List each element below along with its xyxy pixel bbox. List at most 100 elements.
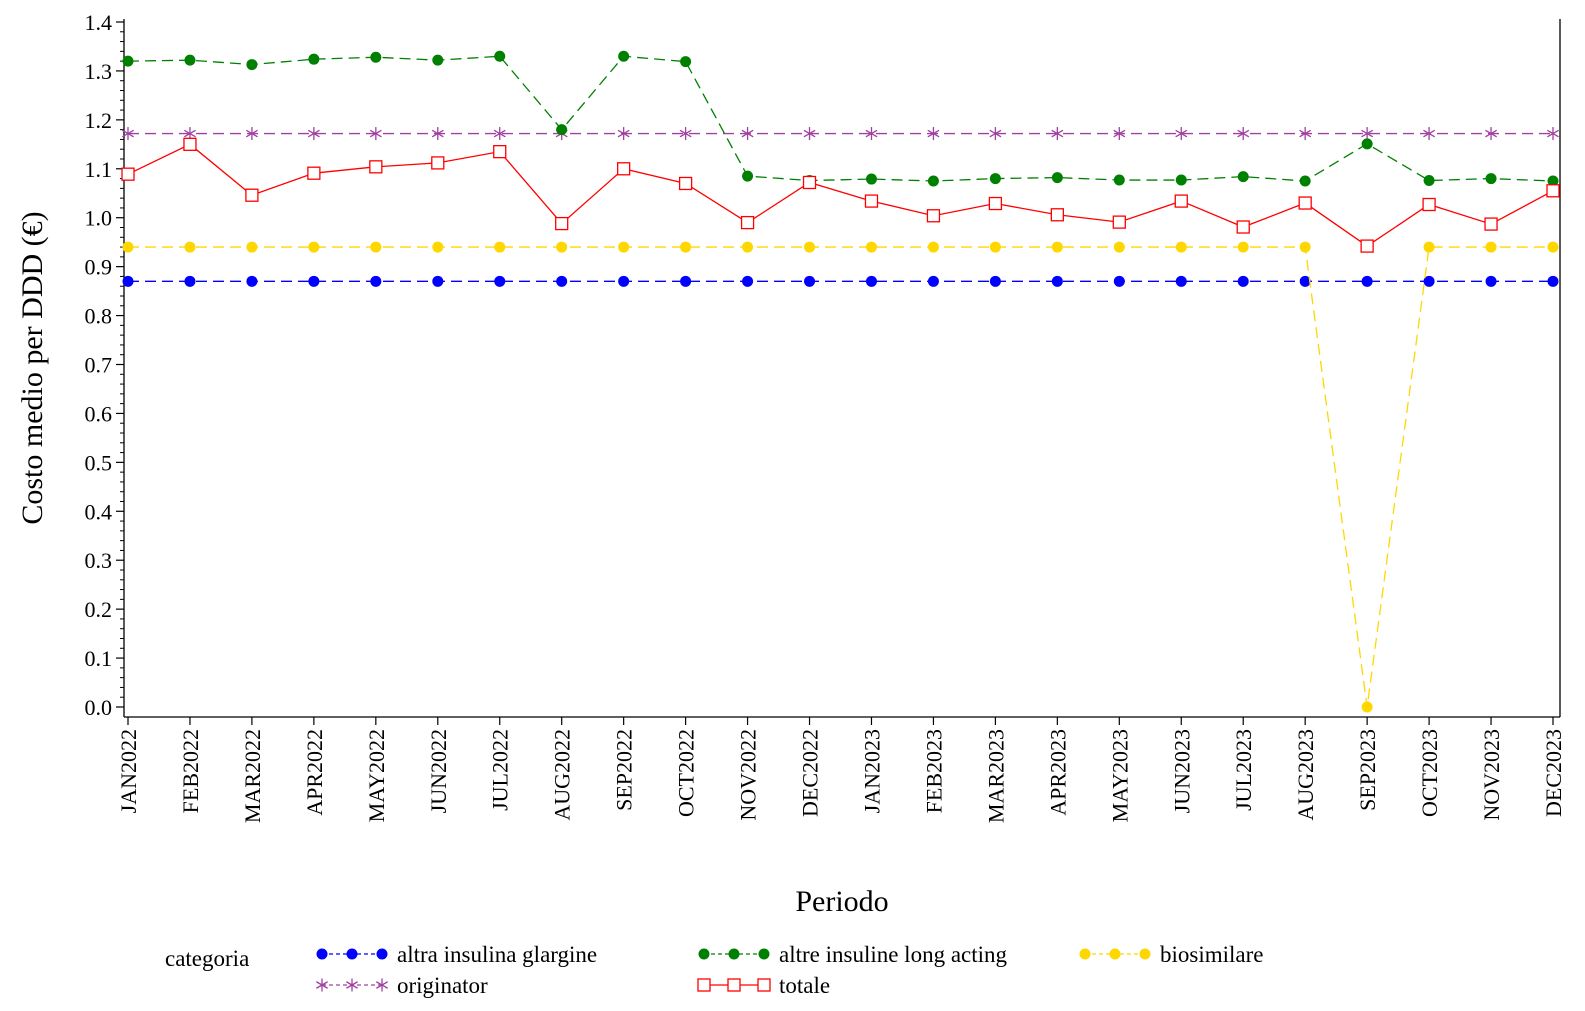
data-point (989, 127, 1002, 141)
series-line (127, 143, 1554, 247)
data-point (376, 978, 388, 992)
y-tick-label: 0.2 (85, 597, 113, 622)
data-point (1079, 948, 1091, 960)
data-point (680, 275, 692, 287)
data-point (1113, 174, 1125, 186)
data-point (1112, 215, 1126, 229)
data-point (742, 275, 754, 287)
x-tick-label: SEP2022 (612, 729, 637, 811)
legend-label: biosimilare (1160, 942, 1263, 967)
data-point (927, 127, 940, 141)
data-point (1236, 220, 1250, 234)
data-point (245, 127, 258, 141)
data-point (316, 948, 328, 960)
data-point (1547, 241, 1559, 253)
data-point (307, 166, 321, 180)
data-point (1485, 241, 1497, 253)
data-point (617, 127, 630, 141)
y-tick-label: 1.1 (85, 157, 113, 182)
data-point (1485, 275, 1497, 287)
x-tick-label: OCT2022 (674, 729, 699, 817)
legend-item: originator (316, 973, 488, 998)
data-point (1237, 127, 1250, 141)
y-axis-title: Costo medio per DDD (€) (16, 211, 49, 524)
series-line (128, 246, 1553, 708)
data-point (308, 53, 320, 65)
data-point (741, 127, 754, 141)
y-tick-label: 0.4 (85, 499, 113, 524)
data-point (1175, 174, 1187, 186)
data-point (122, 275, 134, 287)
y-axis: 0.0 0.1 0.2 0.3 0.4 0.5 0.6 0.7 0.8 0.9 1.0 1.1 1.2 1… (85, 10, 124, 720)
x-tick-label: NOV2023 (1479, 729, 1504, 821)
data-point (1299, 175, 1311, 187)
data-point (246, 275, 258, 287)
data-point (432, 54, 444, 66)
data-point (1174, 194, 1188, 208)
y-tick-label: 0.7 (85, 353, 113, 378)
legend-label: totale (779, 973, 830, 998)
legend-label: originator (397, 973, 488, 998)
x-tick-label: MAR2022 (240, 729, 265, 823)
data-point (1546, 184, 1560, 198)
data-point (1547, 127, 1559, 141)
data-point (308, 275, 320, 287)
y-tick-label: 0.0 (85, 695, 113, 720)
data-point (555, 216, 569, 231)
x-tick-label: MAY2022 (364, 729, 389, 822)
x-tick-label: APR2023 (1045, 729, 1070, 816)
data-point (989, 275, 1001, 287)
data-point (727, 978, 741, 992)
legend-item: totale (697, 973, 830, 998)
data-point (183, 137, 197, 151)
data-point (346, 978, 358, 992)
data-point (804, 275, 816, 287)
y-tick-label: 0.3 (85, 548, 113, 573)
data-point (1139, 948, 1151, 960)
data-point (370, 275, 382, 287)
data-point (1237, 275, 1249, 287)
series-originator (122, 127, 1559, 141)
data-point (376, 948, 388, 960)
data-point (679, 127, 692, 141)
data-point (369, 127, 382, 141)
x-tick-label: AUG2023 (1293, 729, 1318, 821)
series-totale (121, 137, 1560, 253)
data-point (1361, 138, 1373, 150)
y-tick-label: 0.1 (85, 646, 113, 671)
data-point (1113, 127, 1126, 141)
data-point (757, 978, 771, 992)
data-point (618, 275, 630, 287)
legend-item: altra insulina glargine (316, 942, 597, 967)
data-point (1361, 275, 1373, 287)
data-point (494, 275, 506, 287)
data-point (1423, 175, 1435, 187)
data-point (369, 160, 383, 174)
data-point (1547, 275, 1559, 287)
x-tick-label: MAR2023 (983, 729, 1008, 823)
data-point (988, 196, 1003, 211)
series-altra-insulina-glargine (122, 275, 1559, 287)
series-biosimilare (122, 241, 1559, 713)
data-point (728, 948, 740, 960)
data-point (122, 55, 134, 67)
y-tick-label: 0.5 (85, 450, 113, 475)
data-point (758, 948, 770, 960)
legend-label: altra insulina glargine (397, 942, 597, 967)
legend-item: altre insuline long acting (698, 942, 1008, 967)
data-point (1299, 127, 1312, 141)
data-point (927, 175, 939, 187)
data-point (308, 241, 320, 253)
data-point (432, 241, 444, 253)
data-point (184, 54, 196, 66)
data-point (1051, 275, 1063, 287)
data-point (927, 275, 939, 287)
x-tick-label: JAN2023 (859, 729, 884, 813)
data-point (864, 194, 879, 208)
y-tick-label: 1.3 (85, 59, 113, 84)
x-tick-label: OCT2023 (1417, 729, 1442, 817)
data-point (1423, 241, 1435, 253)
data-point (184, 241, 196, 253)
data-point (245, 188, 259, 202)
legend: categoria altra insulina glargine altre i… (165, 942, 1263, 998)
